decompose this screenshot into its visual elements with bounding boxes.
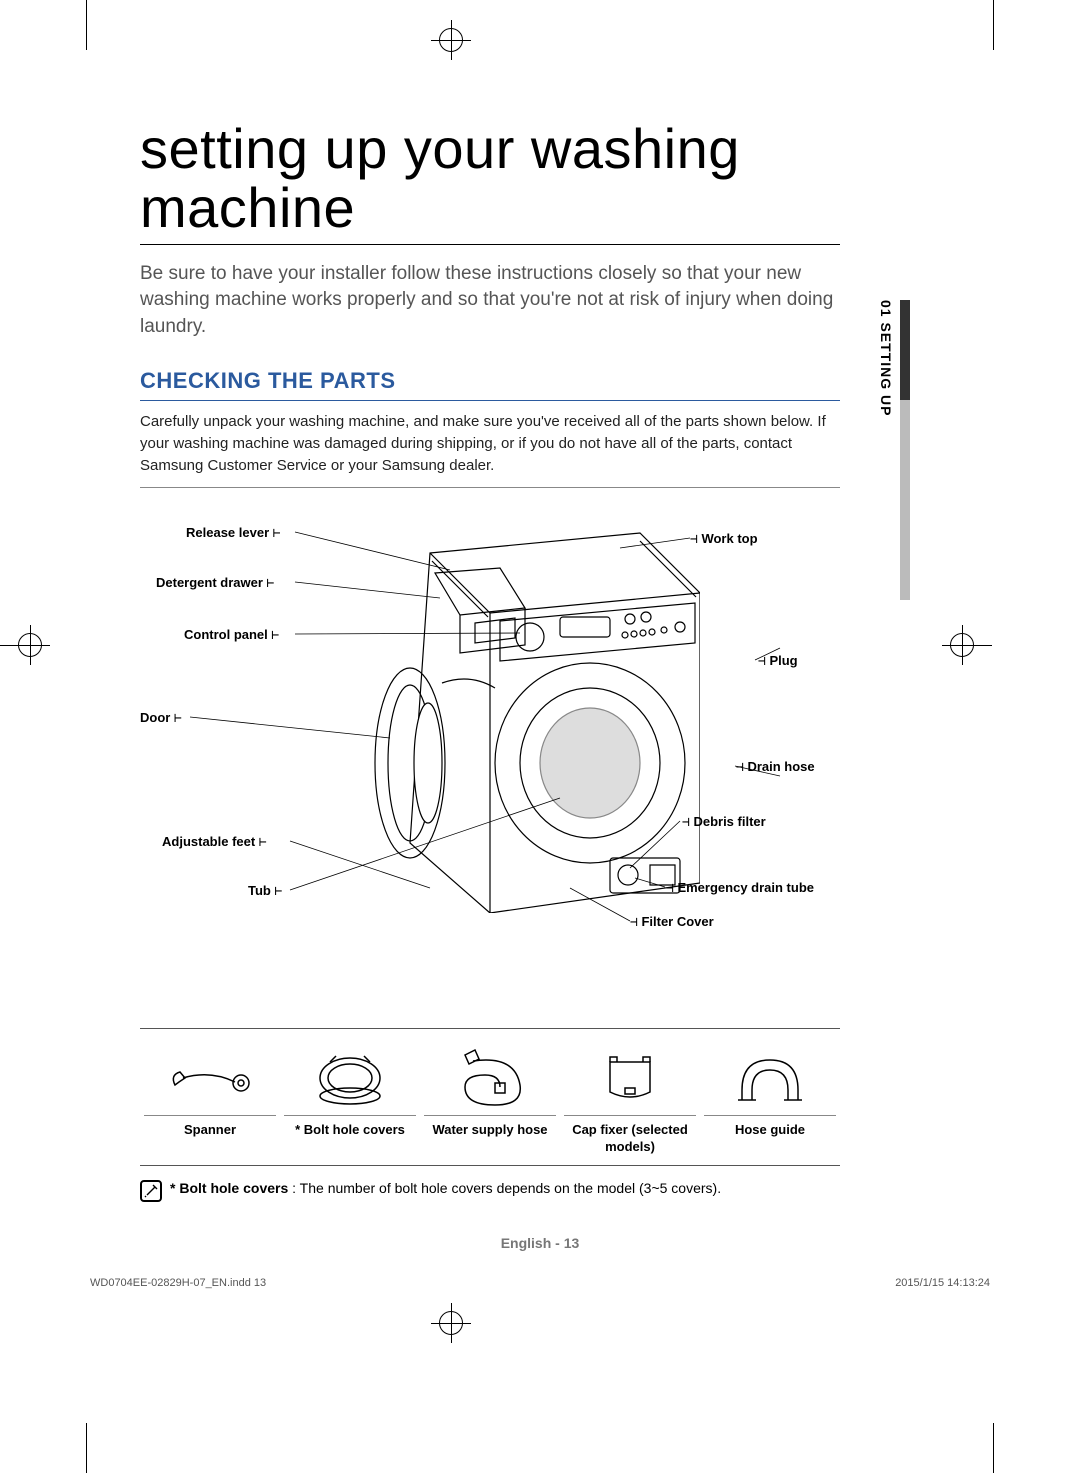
side-tab-label: 01 SETTING UP bbox=[878, 300, 894, 416]
crop-mark bbox=[993, 0, 994, 50]
part-water-hose: Water supply hose bbox=[420, 1029, 560, 1166]
hose-guide-icon bbox=[730, 1050, 810, 1110]
register-mark-top bbox=[431, 20, 471, 60]
spanner-icon bbox=[165, 1060, 255, 1100]
intro-paragraph: Be sure to have your installer follow th… bbox=[140, 261, 840, 341]
footer-timestamp: 2015/1/15 14:13:24 bbox=[895, 1277, 990, 1289]
callout-door: Door ⊢ bbox=[140, 710, 182, 726]
callout-release-lever: Release lever ⊢ bbox=[186, 525, 281, 541]
page: 01 SETTING UP setting up your washing ma… bbox=[0, 0, 1080, 1473]
crop-mark bbox=[993, 1423, 994, 1473]
callout-emergency-drain: ⊣ Emergency drain tube bbox=[666, 880, 814, 896]
page-number: English - 13 bbox=[0, 1235, 1080, 1251]
callout-work-top: ⊣ Work top bbox=[690, 531, 758, 547]
callout-control-panel: Control panel ⊢ bbox=[184, 627, 279, 643]
footnote-text: * Bolt hole covers : The number of bolt … bbox=[170, 1180, 721, 1196]
section-body: Carefully unpack your washing machine, a… bbox=[140, 411, 840, 487]
part-label: * Bolt hole covers bbox=[284, 1115, 416, 1139]
accessories-table: Spanner * Bolt hole covers Water supply … bbox=[140, 1028, 840, 1167]
footnote: * Bolt hole covers : The number of bolt … bbox=[140, 1180, 840, 1202]
crop-mark bbox=[86, 1423, 87, 1473]
section-heading: CHECKING THE PARTS bbox=[140, 368, 840, 401]
footer-filename: WD0704EE-02829H-07_EN.indd 13 bbox=[90, 1277, 266, 1289]
part-cap-fixer: Cap fixer (selected models) bbox=[560, 1029, 700, 1166]
crop-mark bbox=[942, 645, 992, 646]
callout-tub: Tub ⊢ bbox=[248, 883, 282, 899]
bolt-cover-icon bbox=[310, 1050, 390, 1110]
crop-mark bbox=[0, 645, 50, 646]
callout-detergent-drawer: Detergent drawer ⊢ bbox=[156, 575, 274, 591]
content-area: setting up your washing machine Be sure … bbox=[140, 120, 840, 1202]
note-icon bbox=[140, 1180, 162, 1202]
water-hose-icon bbox=[445, 1045, 535, 1115]
callout-filter-cover: ⊣ Filter Cover bbox=[630, 914, 714, 930]
cap-fixer-icon bbox=[595, 1052, 665, 1107]
parts-diagram: Release lever ⊢ Detergent drawer ⊢ Contr… bbox=[140, 508, 840, 978]
register-mark-bottom bbox=[431, 1303, 471, 1343]
part-label: Cap fixer (selected models) bbox=[564, 1115, 696, 1156]
page-title: setting up your washing machine bbox=[140, 120, 840, 245]
part-label: Water supply hose bbox=[424, 1115, 556, 1139]
part-label: Hose guide bbox=[704, 1115, 836, 1139]
callout-plug: ⊣ Plug bbox=[758, 653, 798, 669]
accessories-row: Spanner * Bolt hole covers Water supply … bbox=[140, 1029, 840, 1166]
side-tab-bar-dark bbox=[900, 300, 910, 400]
callout-adjustable-feet: Adjustable feet ⊢ bbox=[162, 834, 267, 850]
callout-debris-filter: ⊣ Debris filter bbox=[682, 814, 766, 830]
side-tab-bar-light bbox=[900, 400, 910, 600]
part-spanner: Spanner bbox=[140, 1029, 280, 1166]
crop-mark bbox=[86, 0, 87, 50]
part-label: Spanner bbox=[144, 1115, 276, 1139]
callout-drain-hose: ⊣ Drain hose bbox=[736, 759, 815, 775]
washing-machine-illustration bbox=[300, 513, 700, 913]
side-tab: 01 SETTING UP bbox=[870, 300, 910, 600]
part-bolt-hole-covers: * Bolt hole covers bbox=[280, 1029, 420, 1166]
part-hose-guide: Hose guide bbox=[700, 1029, 840, 1166]
